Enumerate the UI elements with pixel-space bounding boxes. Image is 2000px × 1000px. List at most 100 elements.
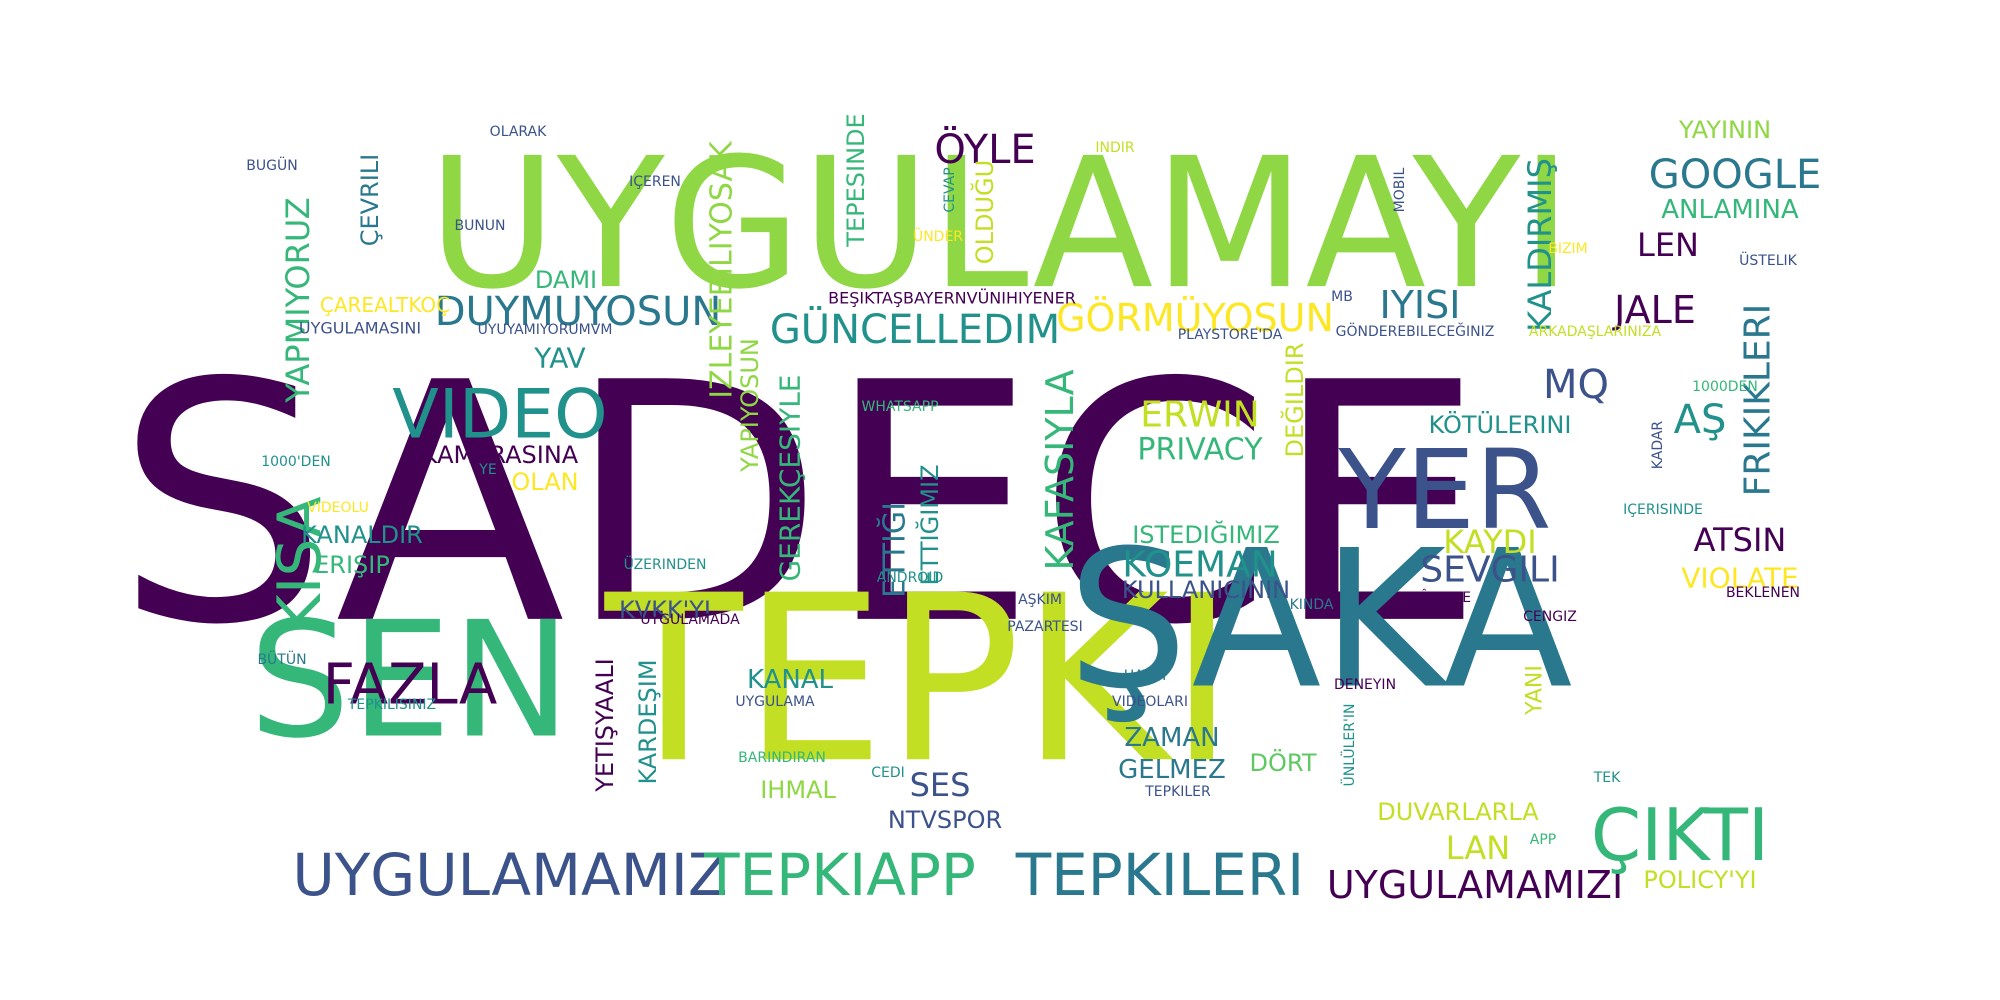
word-mobil: MOBIL bbox=[1392, 167, 1408, 212]
word-butun: BÜTÜN bbox=[257, 650, 306, 668]
word-duvarlarla: DUVARLARLA bbox=[1377, 798, 1539, 826]
word-cevap: CEVAP bbox=[942, 167, 958, 212]
word-under: ÜNDER bbox=[913, 227, 963, 245]
word-1000den: 1000DEN bbox=[1692, 379, 1758, 395]
word-tek: TEK bbox=[1593, 770, 1621, 786]
word-kullanicinin: KULLANICININ bbox=[1122, 576, 1290, 604]
word-kaydi: KAYDI bbox=[1443, 523, 1536, 561]
word-yetisyaali: YETIŞYAALI bbox=[591, 658, 619, 793]
word-ettigimiz: ETTIĞIMIZ bbox=[914, 464, 944, 585]
word-erwin: ERWIN bbox=[1140, 395, 1259, 436]
word-haydi: HAYDI bbox=[1124, 668, 1166, 684]
word-atsin: ATSIN bbox=[1694, 521, 1787, 559]
word-oyle: ÖYLE bbox=[934, 125, 1035, 173]
word-koeman: KOEMAN bbox=[1122, 545, 1277, 586]
word-policyyi: POLICY'YI bbox=[1643, 866, 1756, 894]
word-ye: YE bbox=[478, 462, 496, 478]
word-len: LEN bbox=[1637, 226, 1699, 264]
word-violate: VIOLATE bbox=[1681, 562, 1798, 595]
word-oldugu: OLDUĞU bbox=[969, 160, 999, 264]
word-dami: DAMI bbox=[535, 266, 597, 294]
word-cevrili: ÇEVRILI bbox=[356, 154, 384, 247]
word-sen: SEN bbox=[249, 587, 571, 774]
word-tepesinde: TEPESINDE bbox=[842, 113, 870, 247]
word-yer: YER bbox=[1337, 426, 1551, 554]
word-videolu: VIDEOLU bbox=[307, 500, 369, 516]
word-frikikleri: FRIKIKLERI bbox=[1738, 304, 1779, 497]
word-gormuyosun: GÖRMÜYOSUN bbox=[1056, 296, 1334, 340]
word-sadece: SADECE bbox=[115, 313, 1485, 697]
word-izleyebiliyosak: IZLEYEBILIYOSAK bbox=[705, 140, 740, 399]
word-kisa: KISA bbox=[265, 496, 335, 633]
word-pazartesi: PAZARTESI bbox=[1007, 619, 1082, 635]
word-tepkileri: TEPKILERI bbox=[1015, 841, 1305, 909]
word-yapmiyoruz: YAPMIYORUZ bbox=[279, 197, 317, 403]
word-gerekcesiyle: GEREKÇESIYLE bbox=[774, 374, 807, 581]
word-cedi: CEDI bbox=[871, 765, 905, 781]
word-kotulerini: KÖTÜLERINI bbox=[1429, 410, 1572, 439]
word-mq: MQ bbox=[1543, 362, 1609, 408]
word-erisip: ERIŞIP bbox=[314, 551, 390, 579]
word-uzerinden: ÜZERINDEN bbox=[624, 555, 707, 573]
word-yayinin: YAYININ bbox=[1678, 116, 1771, 144]
word-kvkkyi: KVKK'YI bbox=[619, 596, 711, 624]
word-olan: OLAN bbox=[511, 468, 578, 496]
word-askim: AŞKIM bbox=[1018, 592, 1062, 608]
word-unlulerin: ÜNLÜLER'IN bbox=[1340, 704, 1358, 787]
word-tepki: TEPKI bbox=[604, 546, 1235, 814]
word-mb: MB bbox=[1331, 289, 1353, 305]
word-uygulamamiz: UYGULAMAMIZ bbox=[292, 841, 727, 909]
word-arkadaslariniza: ARKADAŞLARINIZA bbox=[1529, 324, 1662, 340]
word-fazla: FAZLA bbox=[323, 653, 498, 718]
word-sevgili: SEVGILI bbox=[1420, 550, 1559, 591]
word-kardesim: KARDEŞIM bbox=[634, 659, 662, 784]
word-jale: JALE bbox=[1612, 288, 1696, 332]
word-icerisinde: IÇERISINDE bbox=[1623, 502, 1703, 518]
word-gelmez: GELMEZ bbox=[1118, 755, 1226, 785]
word-dort: DÖRT bbox=[1250, 748, 1317, 777]
word-barindiran: BARINDIRAN bbox=[738, 750, 826, 766]
word-istedigimiz: ISTEDIĞIMIZ bbox=[1132, 519, 1280, 549]
word-bizim: BIZIM bbox=[1548, 241, 1588, 257]
word-tepkiler: TEPKILER bbox=[1144, 784, 1211, 800]
word-uyuyamiyorumvm: UYUYAMIYORUMVM bbox=[478, 322, 613, 338]
word-saka: ŞAKA bbox=[1067, 510, 1572, 731]
word-yakinda: YAKINDA bbox=[1272, 597, 1334, 613]
word-uygulamamizi: UYGULAMAMIZI bbox=[1327, 863, 1623, 907]
word-ntvspor: NTVSPOR bbox=[888, 806, 1002, 834]
word-zaman: ZAMAN bbox=[1124, 723, 1219, 753]
word-carealtkoc: ÇAREALTKOÇ bbox=[320, 293, 450, 317]
word-tepkilisiniz: TEPKILISINIZ bbox=[347, 697, 436, 713]
word-video: VIDEO bbox=[392, 376, 607, 455]
word-kamerasina: KAMERASINA bbox=[422, 441, 579, 469]
word-playstoreda: PLAYSTORE'DA bbox=[1178, 327, 1283, 343]
word-whatsapp: WHATSAPP bbox=[861, 399, 938, 415]
word-uygulamayi: UYGULAMAYI bbox=[428, 120, 1572, 329]
word-google: GOOGLE bbox=[1649, 152, 1822, 198]
word-duymuyosun: DUYMUYOSUN bbox=[435, 289, 722, 335]
word-besiktasbayernvunihiyener: BEŞIKTAŞBAYERNVÜNIHIYENER bbox=[828, 289, 1076, 308]
word-beklenen: BEKLENEN bbox=[1726, 585, 1800, 601]
word-gonderebileceginiz: GÖNDEREBILECEĞINIZ bbox=[1336, 322, 1495, 340]
word-ettigi: ETTIĞI bbox=[876, 502, 913, 598]
word-uygulama: UYGULAMA bbox=[735, 694, 815, 710]
word-iyisi: IYISI bbox=[1380, 283, 1461, 327]
word-as: AŞ bbox=[1674, 397, 1727, 443]
word-tepkiapp: TEPKIAPP bbox=[703, 841, 976, 909]
word-uygulamasini: UYGULAMASINI bbox=[299, 319, 421, 338]
word-android: ANDROID bbox=[877, 570, 944, 586]
word-bunun: BUNUN bbox=[454, 218, 505, 234]
word-app: APP bbox=[1530, 832, 1556, 848]
word-ses: SES bbox=[910, 766, 971, 804]
word-yani: YANI bbox=[1523, 665, 1548, 716]
word-kanaldir: KANALDIR bbox=[301, 521, 423, 549]
word-degildir: DEĞILDIR bbox=[1279, 343, 1309, 458]
word-kadar: KADAR bbox=[1650, 421, 1666, 470]
word-yapiyosun: YAPIYOSUN bbox=[736, 338, 764, 473]
word-ustelik: ÜSTELIK bbox=[1739, 251, 1797, 269]
word-yav: YAV bbox=[533, 342, 585, 375]
word-cikti: ÇIKTI bbox=[1591, 793, 1769, 877]
word-guncelledim: GÜNCELLEDIM bbox=[770, 305, 1060, 353]
